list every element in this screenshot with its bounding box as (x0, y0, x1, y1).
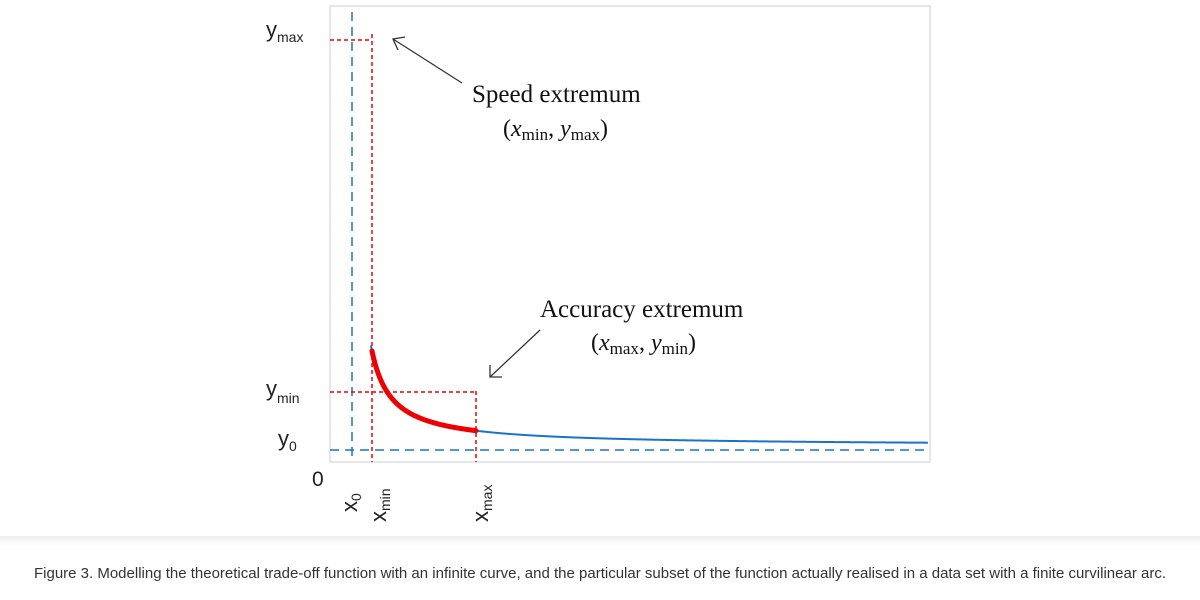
ymin-label: ymin (266, 376, 300, 406)
accuracy-extremum-coordinates: (xmax, ymin) (591, 330, 696, 358)
figure-caption: Figure 3. Modelling the theoretical trad… (33, 565, 1166, 582)
speed-extremum-title: Speed extremum (472, 81, 641, 108)
y0-label: y0 (278, 426, 297, 454)
plot-frame (329, 5, 931, 463)
speed-arrow (392, 36, 463, 84)
accuracy-arrow (489, 329, 541, 378)
accuracy-extremum-title: Accuracy extremum (540, 296, 744, 323)
ymax-label: ymax (266, 17, 303, 45)
caption-background (0, 536, 1200, 600)
origin-label: 0 (312, 468, 324, 491)
xmax-label: xmax (468, 485, 495, 522)
speed-extremum-coordinates: (xmin, ymax) (503, 116, 608, 144)
x0-label: x0 (337, 493, 364, 512)
xmin-label: xmin (366, 488, 393, 522)
realised-arc (369, 348, 479, 434)
